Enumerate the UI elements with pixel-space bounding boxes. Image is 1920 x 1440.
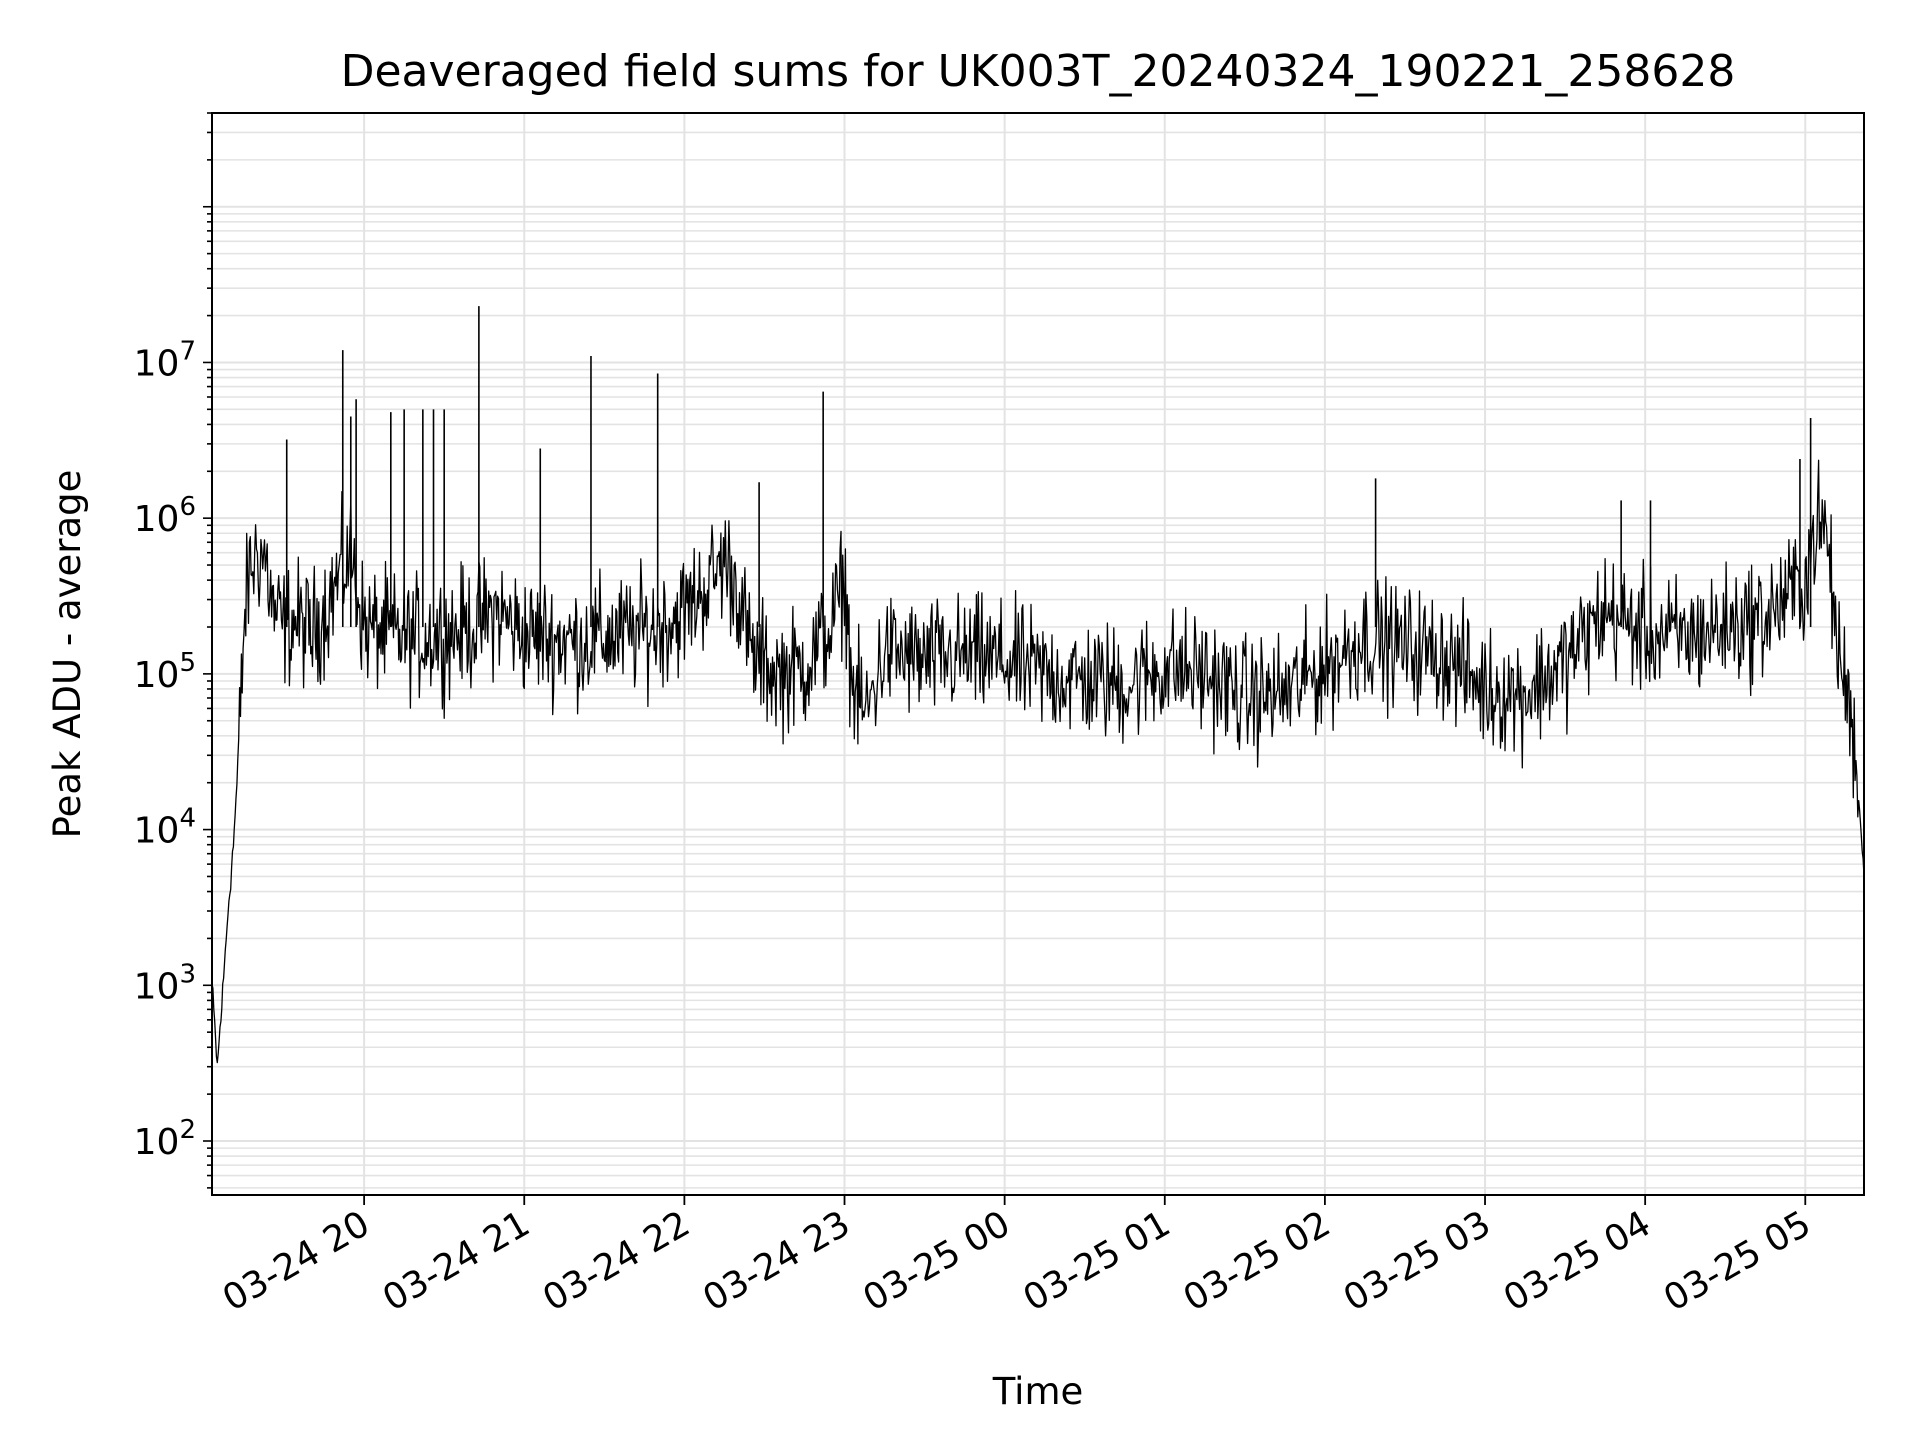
chart-title: Deaveraged field sums for UK003T_2024032… (341, 46, 1736, 97)
y-axis: 102 103 104 105 106 107 (134, 112, 212, 1189)
y-tick-label: 103 (134, 959, 196, 1007)
plot-frame (211, 112, 1865, 1196)
y-tick-label: 107 (134, 336, 196, 384)
series-layer (211, 306, 1865, 1064)
y-tick-label: 104 (134, 804, 196, 852)
x-axis-label: Time (992, 1370, 1084, 1413)
y-tick-label: 102 (134, 1115, 196, 1163)
y-tick-label: 105 (134, 648, 196, 696)
series-line (211, 459, 1865, 1064)
y-axis-label: Peak ADU - average (46, 470, 89, 839)
y-tick-label: 106 (134, 492, 196, 540)
